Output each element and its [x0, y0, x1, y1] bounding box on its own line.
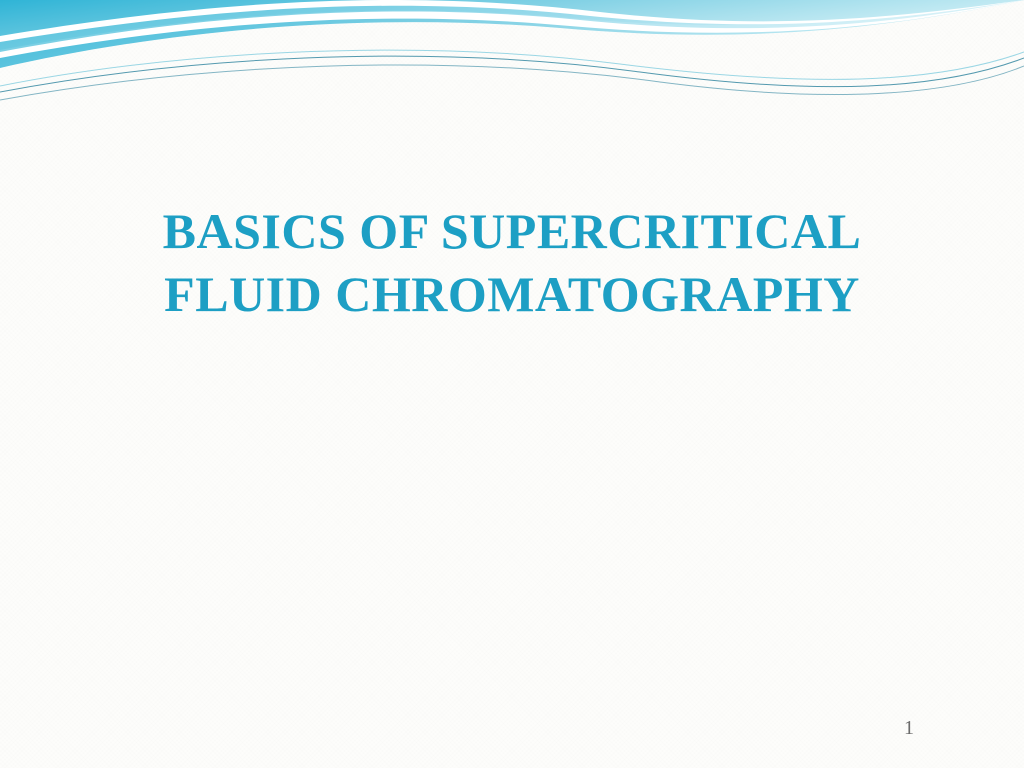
page-number: 1	[904, 717, 914, 740]
title-container: BASICS OF SUPERCRITICAL FLUID CHROMATOGR…	[0, 200, 1024, 325]
wave-header-decoration	[0, 0, 1024, 180]
title-line-2: FLUID CHROMATOGRAPHY	[164, 266, 860, 322]
slide-title: BASICS OF SUPERCRITICAL FLUID CHROMATOGR…	[60, 200, 964, 325]
title-line-1: BASICS OF SUPERCRITICAL	[163, 203, 862, 259]
background-texture	[0, 0, 1024, 768]
